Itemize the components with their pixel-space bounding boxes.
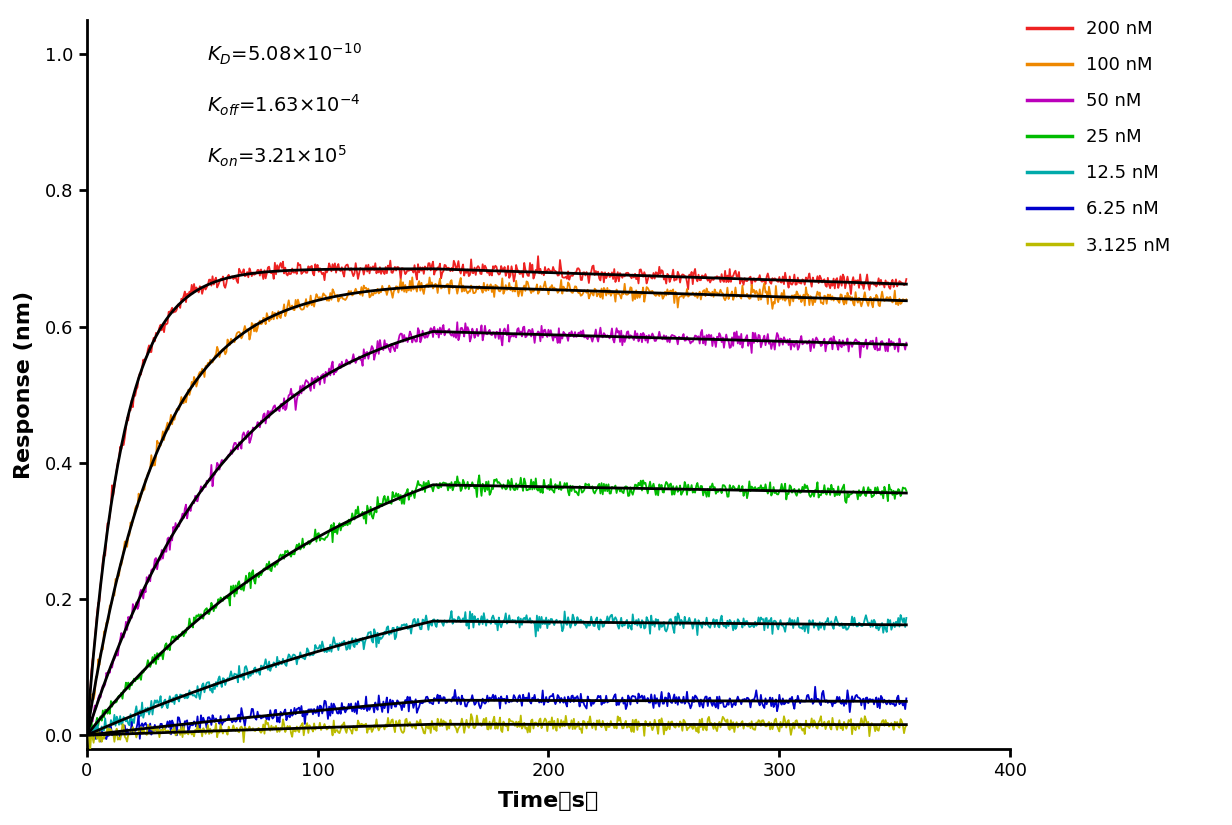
Legend: 200 nM, 100 nM, 50 nM, 25 nM, 12.5 nM, 6.25 nM, 3.125 nM: 200 nM, 100 nM, 50 nM, 25 nM, 12.5 nM, 6… <box>1019 13 1178 262</box>
Text: $K_{off}$=1.63×10$^{-4}$: $K_{off}$=1.63×10$^{-4}$ <box>207 93 361 118</box>
Y-axis label: Response (nm): Response (nm) <box>14 290 34 478</box>
Text: $K_{on}$=3.21×10$^{5}$: $K_{on}$=3.21×10$^{5}$ <box>207 144 346 169</box>
Text: $K_D$=5.08×10$^{-10}$: $K_D$=5.08×10$^{-10}$ <box>207 42 361 68</box>
X-axis label: Time（s）: Time（s） <box>498 791 599 811</box>
